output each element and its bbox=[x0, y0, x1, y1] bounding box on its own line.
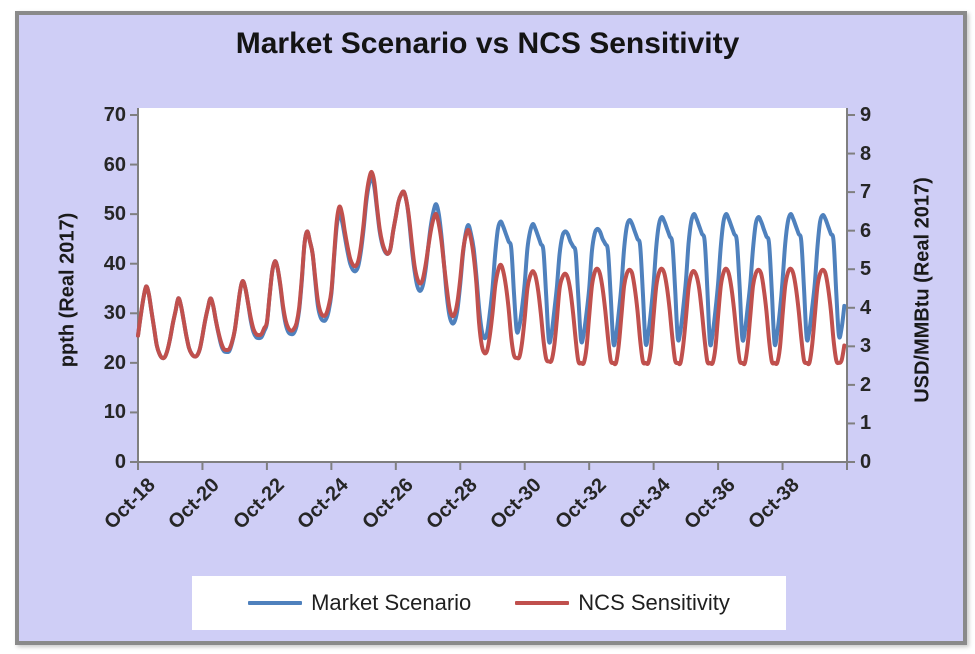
y-left-tick-label: 60 bbox=[103, 153, 126, 176]
y-right-tick-label: 4 bbox=[860, 296, 872, 319]
y-right-tick-label: 9 bbox=[860, 104, 872, 126]
legend: Market Scenario NCS Sensitivity bbox=[192, 576, 786, 630]
legend-item-ncs-sensitivity: NCS Sensitivity bbox=[515, 590, 730, 616]
y-left-tick-label: 30 bbox=[103, 302, 126, 325]
legend-line-sample-ncs-sensitivity bbox=[515, 601, 570, 605]
y-right-tick-label: 2 bbox=[860, 373, 872, 396]
y-right-tick-label: 3 bbox=[860, 335, 872, 358]
chart-title: Market Scenario vs NCS Sensitivity bbox=[235, 27, 740, 60]
y-axis-title-right: USD/MMBtu (Real 2017) bbox=[911, 177, 934, 403]
legend-label-market-scenario: Market Scenario bbox=[311, 590, 472, 615]
y-left-tick-label: 20 bbox=[103, 351, 126, 374]
y-left-tick-label: 50 bbox=[103, 203, 126, 226]
y-left-tick-label: 10 bbox=[103, 401, 126, 424]
y-right-tick-label: 8 bbox=[860, 142, 872, 165]
legend-line-sample-market-scenario bbox=[248, 601, 303, 605]
series-line-market-scenario bbox=[136, 175, 847, 361]
y-right-tick-label: 0 bbox=[860, 451, 872, 473]
y-left-tick-label: 70 bbox=[103, 104, 126, 126]
y-right-tick-label: 5 bbox=[860, 258, 872, 281]
y-right-tick-label: 6 bbox=[860, 219, 872, 242]
y-left-tick-label: 40 bbox=[103, 252, 126, 275]
y-right-tick-label: 7 bbox=[860, 181, 872, 204]
y-axis-title-left: ppth (Real 2017) bbox=[56, 212, 79, 368]
series-line-ncs-sensitivity bbox=[136, 170, 847, 367]
legend-item-market-scenario: Market Scenario bbox=[248, 590, 471, 616]
legend-label-ncs-sensitivity: NCS Sensitivity bbox=[578, 590, 730, 615]
y-right-tick-label: 1 bbox=[860, 412, 872, 435]
y-left-tick-label: 0 bbox=[114, 451, 126, 473]
